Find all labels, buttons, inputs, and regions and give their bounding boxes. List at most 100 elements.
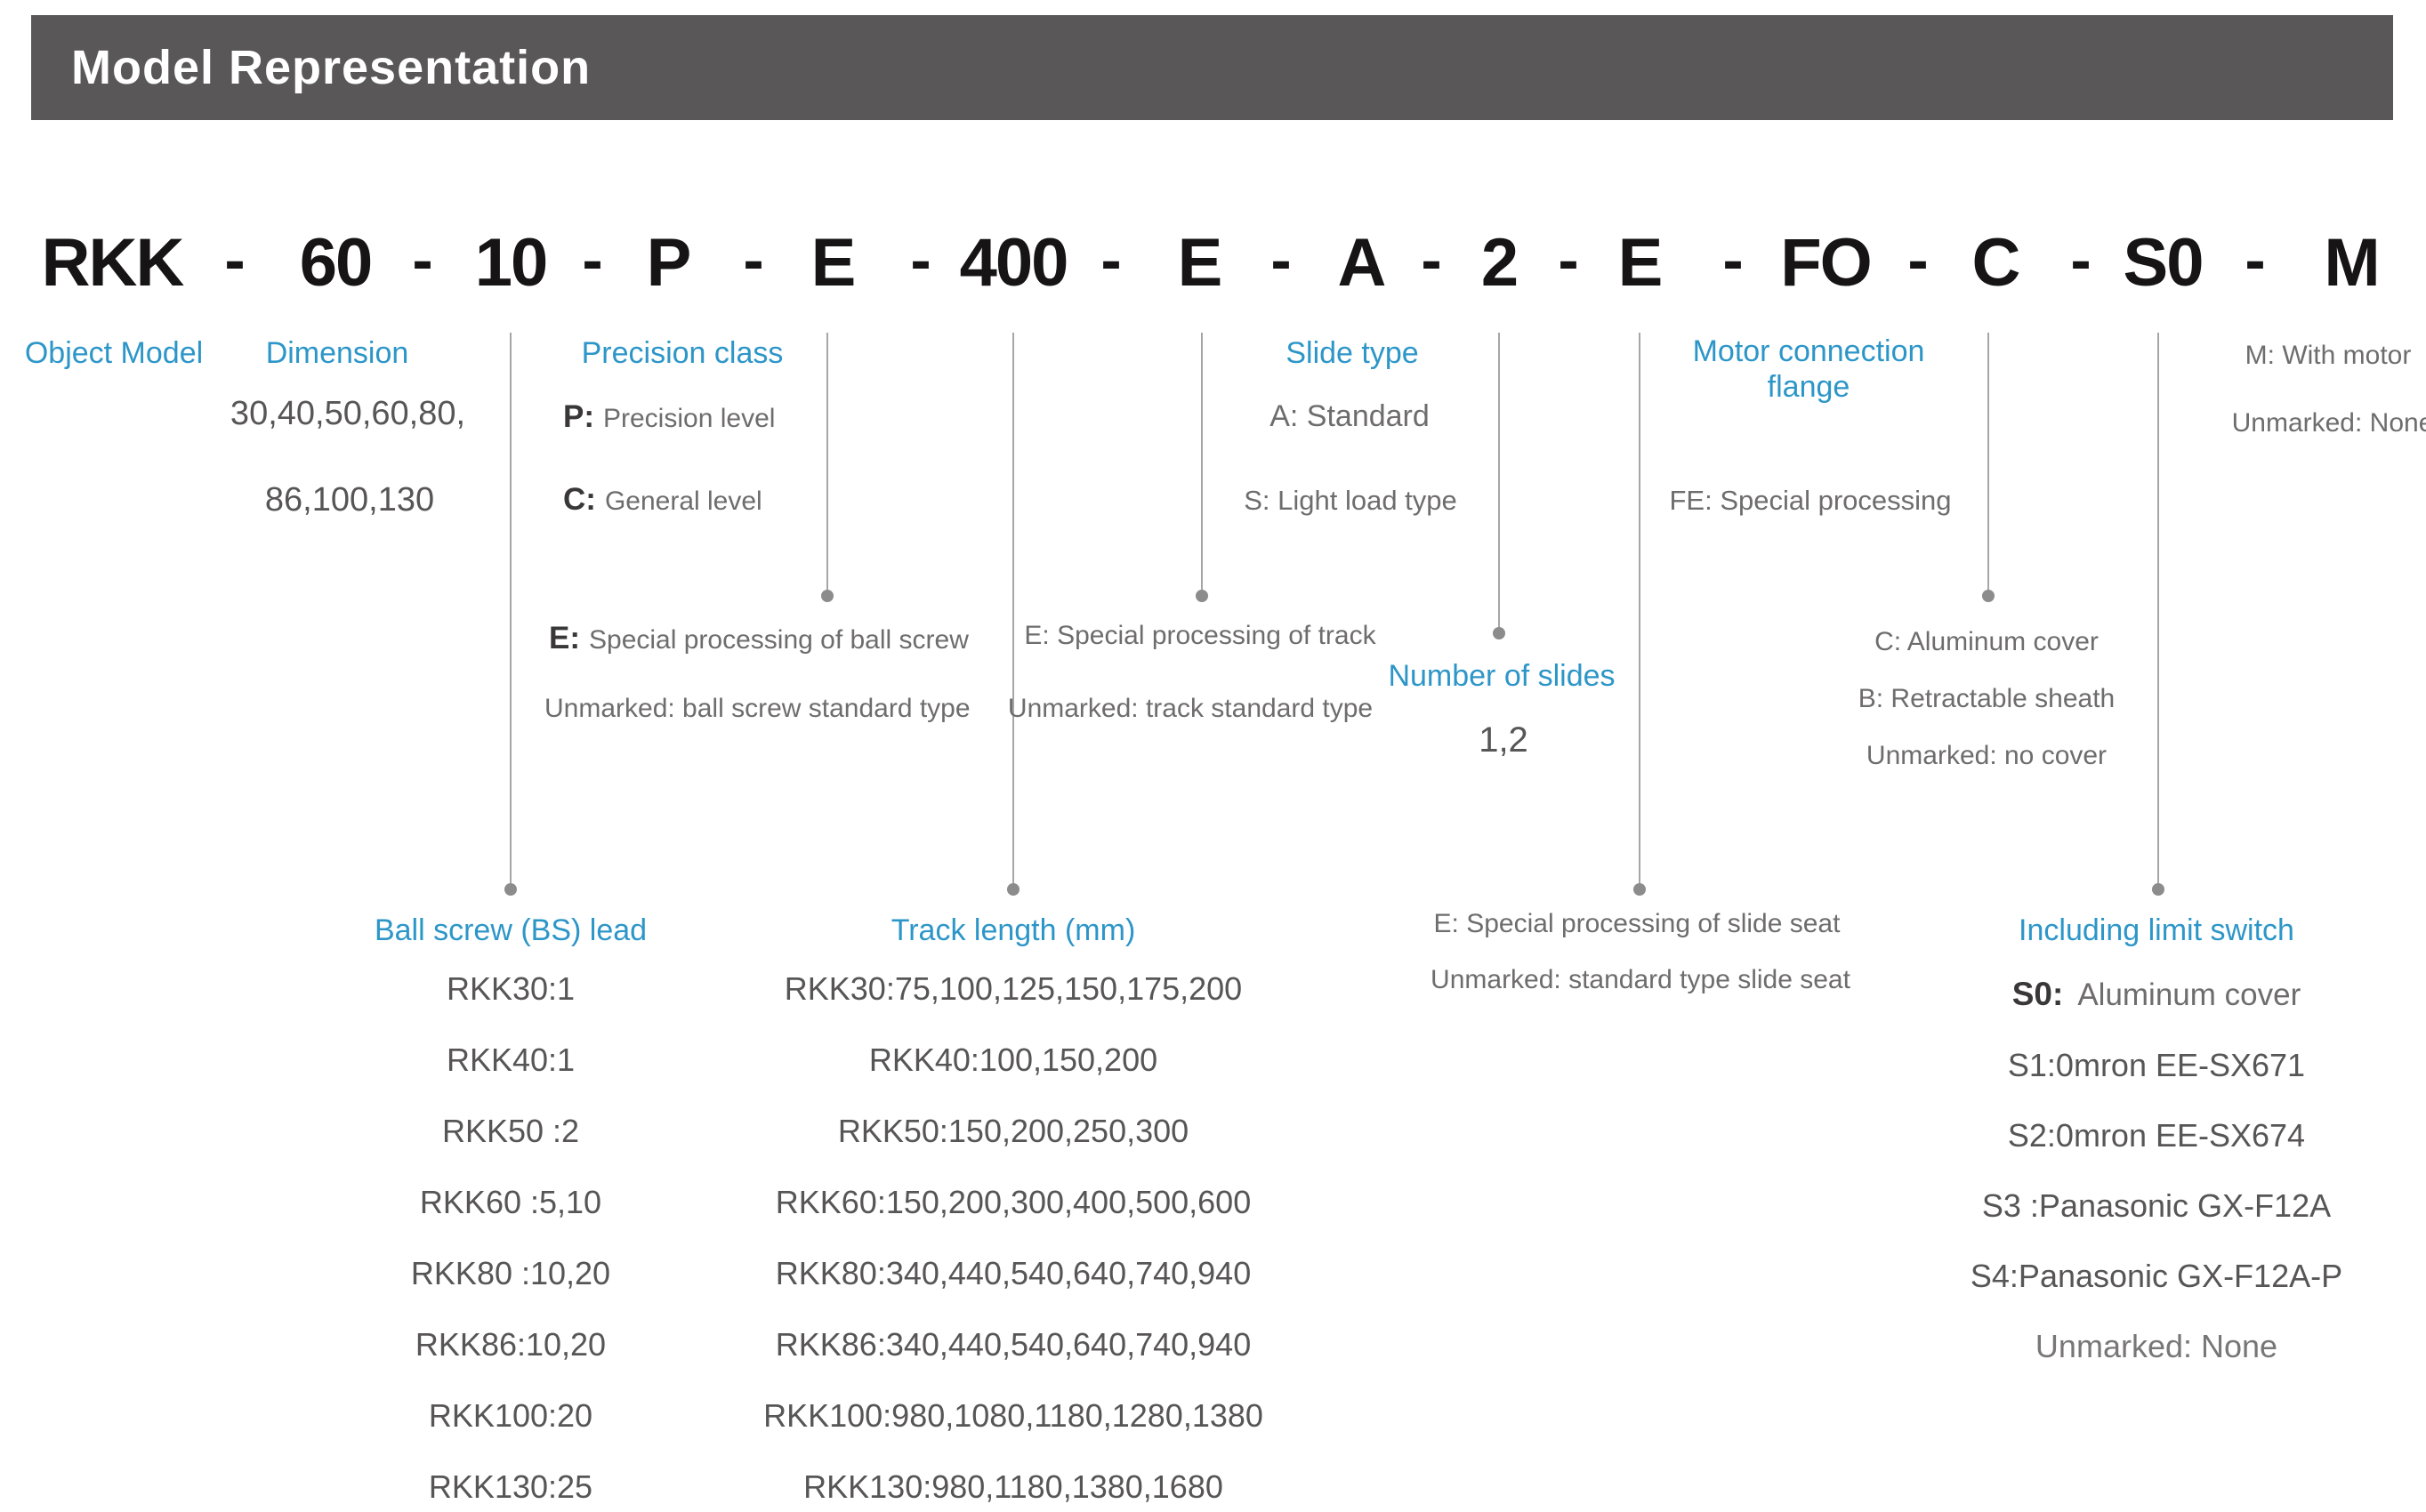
track-length-item: RKK80:340,440,540,640,740,940 <box>775 1255 1252 1291</box>
track-length-item: RKK86:340,440,540,640,740,940 <box>775 1326 1252 1363</box>
model-code-segment: 60 <box>299 225 374 301</box>
precision-level-key: P: <box>563 399 594 434</box>
leader-line-track-processing <box>1201 333 1203 596</box>
motor-with-motor: M: With motor <box>2245 341 2412 370</box>
object-model-title: Object Model <box>24 336 204 370</box>
leader-line-ball-screw-processing <box>826 333 828 596</box>
limit-switch-item-s0: S0: Aluminum cover <box>1971 959 2342 1030</box>
motor-flange-fe: FE: Special processing <box>1669 485 1952 516</box>
ball-screw-unmarked: Unmarked: ball screw standard type <box>544 694 971 723</box>
track-length-list: RKK30:75,100,125,150,175,200 RKK40:100,1… <box>763 953 1263 1512</box>
model-code-separator: - <box>743 225 764 294</box>
cover-retractable-sheath: B: Retractable sheath <box>1858 684 2116 713</box>
model-code-segment: 400 <box>959 225 1069 301</box>
track-length-item: RKK30:75,100,125,150,175,200 <box>784 970 1243 1007</box>
limit-switch-title: Including limit switch <box>2019 913 2294 947</box>
dimension-values-line1: 30,40,50,60,80, <box>230 395 466 432</box>
model-code-separator: - <box>582 225 603 294</box>
track-length-title: Track length (mm) <box>891 913 1136 947</box>
precision-level-item: P: Precision level <box>563 399 775 435</box>
cover-unmarked: Unmarked: no cover <box>1866 741 2108 770</box>
limit-switch-item: S1:0mron EE-SX671 <box>2007 1047 2306 1083</box>
leader-line-limit-switch <box>2157 333 2159 889</box>
leader-line-ball-screw-lead <box>510 333 512 889</box>
model-code-separator: - <box>412 225 433 294</box>
model-code-separator: - <box>1421 225 1442 294</box>
limit-switch-list: S0: Aluminum cover S1:0mron EE-SX671 S2:0… <box>1971 959 2342 1381</box>
limit-switch-unmarked: Unmarked: None <box>2035 1328 2278 1364</box>
model-code-separator: - <box>910 225 931 294</box>
model-code-segment: E <box>810 225 857 301</box>
limit-switch-s0-key: S0: <box>2011 976 2064 1012</box>
model-code-separator: - <box>1558 225 1579 294</box>
track-length-item: RKK60:150,200,300,400,500,600 <box>775 1184 1252 1220</box>
track-length-item: RKK100:980,1080,1180,1280,1380 <box>763 1397 1263 1434</box>
model-code-segment: P <box>646 225 692 301</box>
track-length-item: RKK40:100,150,200 <box>868 1042 1158 1078</box>
model-code-segment: A <box>1337 225 1387 301</box>
ball-screw-lead-item: RKK80 :10,20 <box>410 1255 611 1291</box>
precision-level-text: Precision level <box>603 404 776 433</box>
leader-line-cover <box>1987 333 1989 596</box>
ball-screw-processing-key: E: <box>549 621 580 655</box>
slide-type-standard: A: Standard <box>1269 399 1430 433</box>
cover-aluminum: C: Aluminum cover <box>1874 627 2099 656</box>
ball-screw-lead-list: RKK30:1 RKK40:1 RKK50 :2 RKK60 :5,10 RKK… <box>411 953 610 1512</box>
cover-options: C: Aluminum cover B: Retractable sheath … <box>1858 614 2116 784</box>
precision-class-title: Precision class <box>581 336 784 370</box>
model-code-segment: FO <box>1780 225 1873 301</box>
title-bar: Model Representation <box>31 15 2393 120</box>
track-length-item: RKK50:150,200,250,300 <box>837 1113 1189 1149</box>
model-code-separator: - <box>1270 225 1292 294</box>
ball-screw-lead-item: RKK130:25 <box>428 1468 593 1505</box>
slide-seat-processing-item: E: Special processing of slide seat <box>1433 909 1841 938</box>
model-code-separator: - <box>224 225 246 294</box>
ball-screw-processing-text: Special processing of ball screw <box>589 625 969 655</box>
leader-line-number-of-slides <box>1498 333 1500 633</box>
leader-line-slide-seat <box>1639 333 1640 889</box>
model-code-segment: M <box>2324 225 2380 301</box>
track-length-item: RKK130:980,1180,1380,1680 <box>803 1468 1223 1505</box>
limit-switch-s0-text: Aluminum cover <box>2077 977 2301 1012</box>
ball-screw-lead-title: Ball screw (BS) lead <box>374 913 648 947</box>
motor-flange-title: Motor connection flange <box>1692 334 1925 404</box>
limit-switch-item: S2:0mron EE-SX674 <box>2007 1117 2306 1154</box>
model-code-separator: - <box>1907 225 1929 294</box>
model-code-segment: E <box>1617 225 1664 301</box>
model-code-separator: - <box>1722 225 1744 294</box>
limit-switch-item: S3 :Panasonic GX-F12A <box>1981 1187 2332 1224</box>
model-code-segment: 10 <box>474 225 549 301</box>
limit-switch-item: S4:Panasonic GX-F12A-P <box>1970 1258 2343 1294</box>
general-level-key: C: <box>563 482 596 517</box>
track-processing-item: E: Special processing of track <box>1024 621 1376 650</box>
track-unmarked: Unmarked: track standard type <box>1007 694 1374 723</box>
ball-screw-processing-item: E: Special processing of ball screw <box>549 621 969 656</box>
ball-screw-lead-item: RKK86:10,20 <box>415 1326 607 1363</box>
general-level-item: C: General level <box>563 482 762 518</box>
slide-type-title: Slide type <box>1286 336 1419 370</box>
model-code-segment: 2 <box>1480 225 1519 301</box>
dimension-title: Dimension <box>265 336 409 370</box>
model-code-separator: - <box>2070 225 2092 294</box>
ball-screw-lead-item: RKK30:1 <box>446 970 576 1007</box>
leader-line-track-length <box>1012 333 1014 889</box>
ball-screw-lead-item: RKK40:1 <box>446 1042 576 1078</box>
general-level-text: General level <box>604 487 762 516</box>
model-code-separator: - <box>2245 225 2266 294</box>
model-code-separator: - <box>1100 225 1122 294</box>
model-code-segment: S0 <box>2123 225 2204 301</box>
dimension-values-line2: 86,100,130 <box>264 481 435 519</box>
number-of-slides-title: Number of slides <box>1388 659 1616 693</box>
model-code-segment: RKK <box>41 225 185 301</box>
slide-seat-unmarked: Unmarked: standard type slide seat <box>1431 965 1850 994</box>
ball-screw-lead-item: RKK100:20 <box>428 1397 593 1434</box>
slide-type-light-load: S: Light load type <box>1244 485 1457 516</box>
page-title: Model Representation <box>71 41 592 94</box>
model-code-segment: C <box>1971 225 2021 301</box>
ball-screw-lead-item: RKK60 :5,10 <box>419 1184 602 1220</box>
model-code-segment: E <box>1177 225 1223 301</box>
ball-screw-lead-item: RKK50 :2 <box>441 1113 580 1149</box>
number-of-slides-value: 1,2 <box>1479 720 1528 760</box>
motor-unmarked: Unmarked: None <box>2231 408 2426 438</box>
